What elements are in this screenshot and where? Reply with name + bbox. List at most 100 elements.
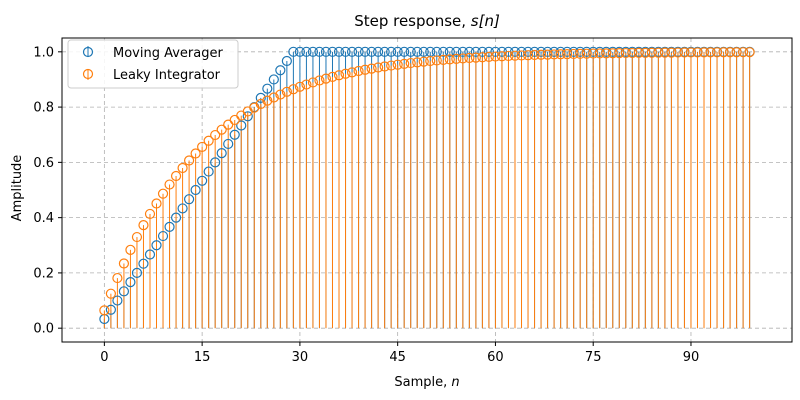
marker-leaky-integrator — [483, 51, 495, 62]
marker-leaky-integrator — [516, 50, 527, 61]
marker-leaky-integrator — [314, 75, 325, 86]
legend-label-leaky-integrator: Leaky Integrator — [113, 68, 221, 83]
marker-moving-averager — [483, 46, 495, 57]
marker-moving-averager — [157, 230, 169, 242]
marker-leaky-integrator — [640, 47, 651, 58]
marker-leaky-integrator — [692, 47, 703, 58]
marker-leaky-integrator — [724, 47, 736, 58]
x-tick-label: 75 — [585, 350, 602, 365]
marker-moving-averager — [190, 184, 201, 196]
marker-moving-averager — [229, 129, 240, 140]
marker-leaky-integrator — [659, 47, 671, 58]
marker-leaky-integrator — [340, 68, 351, 79]
marker-moving-averager — [353, 46, 364, 57]
marker-leaky-integrator — [262, 95, 273, 106]
marker-leaky-integrator — [601, 48, 612, 59]
marker-leaky-integrator — [203, 135, 214, 146]
x-tick-label: 15 — [194, 350, 211, 365]
marker-leaky-integrator — [718, 47, 729, 58]
marker-moving-averager — [170, 212, 182, 223]
marker-leaky-integrator — [738, 47, 749, 58]
y-tick-label: 0.2 — [33, 266, 54, 281]
marker-leaky-integrator — [575, 48, 586, 59]
marker-moving-averager — [223, 138, 234, 150]
marker-moving-averager — [555, 46, 566, 57]
marker-moving-averager — [320, 46, 332, 57]
marker-leaky-integrator — [210, 129, 221, 141]
marker-leaky-integrator — [151, 198, 162, 209]
marker-moving-averager — [118, 286, 130, 297]
marker-leaky-integrator — [438, 54, 449, 65]
marker-moving-averager — [535, 46, 547, 57]
marker-moving-averager — [333, 46, 345, 57]
marker-leaky-integrator — [731, 47, 742, 58]
y-tick-label: 0.6 — [33, 156, 54, 171]
marker-leaky-integrator — [281, 86, 292, 97]
marker-moving-averager — [366, 46, 377, 57]
marker-leaky-integrator — [392, 59, 403, 70]
y-tick-label: 0.0 — [33, 322, 54, 337]
y-axis-ticks: 0.0 0.2 0.4 0.6 0.8 1.0 — [33, 45, 62, 337]
marker-moving-averager — [216, 148, 227, 159]
marker-leaky-integrator — [223, 119, 234, 130]
x-tick-label: 60 — [487, 350, 504, 365]
marker-leaky-integrator — [711, 47, 723, 58]
x-axis-ticks: 0 15 30 45 60 75 90 — [100, 342, 699, 365]
marker-leaky-integrator — [327, 71, 338, 82]
marker-leaky-integrator — [268, 92, 279, 103]
marker-moving-averager — [314, 46, 325, 57]
marker-leaky-integrator — [301, 79, 312, 90]
x-axis-label-math: n — [451, 375, 459, 390]
stems — [103, 51, 751, 329]
marker-moving-averager — [386, 46, 397, 57]
marker-leaky-integrator — [562, 48, 573, 60]
marker-moving-averager — [203, 166, 214, 177]
marker-moving-averager — [210, 157, 221, 168]
marker-leaky-integrator — [353, 65, 364, 77]
legend-marker-moving-averager — [82, 46, 94, 58]
marker-leaky-integrator — [555, 49, 566, 60]
marker-moving-averager — [294, 46, 306, 57]
marker-leaky-integrator — [131, 231, 143, 243]
marker-moving-averager — [451, 46, 462, 57]
marker-leaky-integrator — [216, 124, 227, 135]
marker-moving-averager — [236, 120, 247, 131]
marker-moving-averager — [477, 46, 488, 57]
marker-moving-averager — [392, 46, 403, 57]
marker-leaky-integrator — [373, 62, 384, 73]
marker-leaky-integrator — [685, 47, 697, 58]
marker-moving-averager — [438, 46, 449, 57]
chart-title-math: s[n] — [471, 12, 500, 30]
marker-moving-averager — [301, 46, 312, 57]
marker-moving-averager — [164, 221, 175, 232]
marker-leaky-integrator — [412, 57, 423, 68]
marker-moving-averager — [399, 46, 410, 57]
marker-leaky-integrator — [588, 48, 599, 59]
plot-background — [62, 38, 792, 342]
marker-leaky-integrator — [190, 148, 201, 159]
marker-leaky-integrator — [399, 58, 410, 69]
x-tick-label: 30 — [292, 350, 309, 365]
markers — [99, 46, 755, 325]
marker-leaky-integrator — [431, 55, 442, 66]
marker-moving-averager — [327, 46, 338, 57]
marker-leaky-integrator — [464, 52, 475, 64]
marker-moving-averager — [405, 46, 416, 57]
marker-leaky-integrator — [197, 141, 208, 153]
legend-label-moving-averager: Moving Averager — [113, 46, 223, 61]
x-axis-label-prefix: Sample, — [394, 375, 451, 390]
marker-moving-averager — [548, 46, 560, 57]
marker-moving-averager — [255, 92, 266, 103]
marker-moving-averager — [112, 295, 123, 306]
marker-leaky-integrator — [509, 50, 521, 61]
marker-leaky-integrator — [138, 220, 149, 231]
marker-leaky-integrator — [594, 48, 605, 59]
marker-moving-averager — [457, 46, 468, 57]
marker-moving-averager — [197, 175, 208, 186]
y-tick-label: 0.4 — [33, 211, 54, 226]
marker-leaky-integrator — [177, 162, 188, 174]
marker-leaky-integrator — [698, 47, 710, 58]
marker-leaky-integrator — [405, 57, 416, 69]
legend: Moving Averager Leaky Integrator — [67, 39, 239, 89]
marker-moving-averager — [418, 46, 429, 57]
